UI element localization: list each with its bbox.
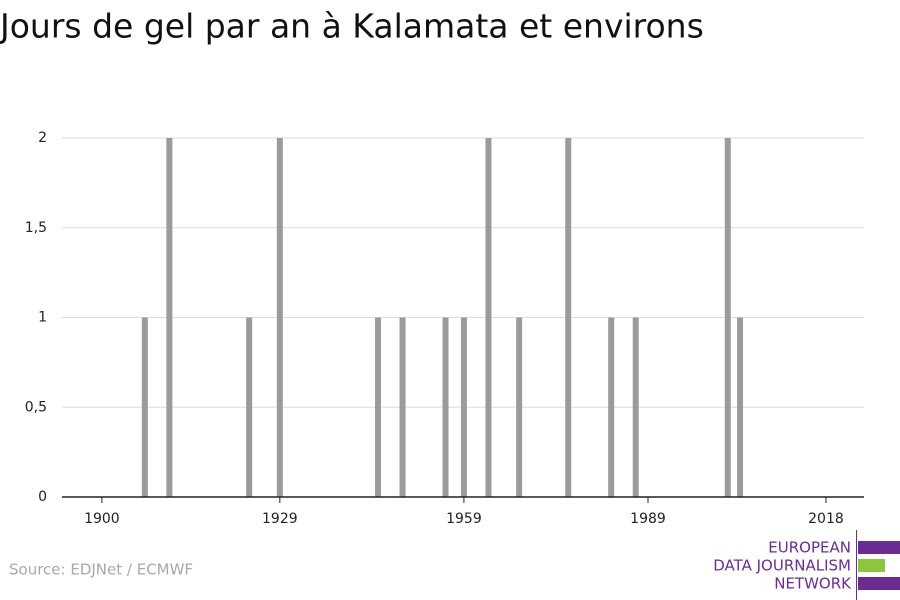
bar bbox=[516, 317, 523, 497]
y-tick-label: 1,5 bbox=[25, 220, 47, 236]
y-tick-label: 1 bbox=[38, 310, 47, 326]
bar bbox=[485, 138, 492, 497]
logo-text: NETWORK bbox=[774, 575, 852, 593]
bar bbox=[442, 317, 449, 497]
x-tick-label: 1989 bbox=[630, 511, 666, 527]
bar bbox=[375, 317, 382, 497]
y-tick-label: 2 bbox=[38, 130, 47, 146]
bar bbox=[724, 138, 731, 497]
x-tick-label: 2018 bbox=[808, 511, 844, 527]
bar bbox=[399, 317, 406, 497]
y-tick-label: 0 bbox=[38, 489, 47, 505]
logo: EUROPEAN DATA JOURNALISM NETWORK bbox=[713, 530, 900, 600]
logo-bar bbox=[858, 577, 900, 590]
x-tick-label: 1959 bbox=[446, 511, 482, 527]
bar bbox=[460, 317, 467, 497]
bar bbox=[246, 317, 253, 497]
logo-text: DATA JOURNALISM bbox=[713, 557, 851, 575]
bar bbox=[737, 317, 744, 497]
bar bbox=[565, 138, 572, 497]
bar bbox=[632, 317, 639, 497]
x-tick-label: 1900 bbox=[84, 511, 120, 527]
source: Source: EDJNet / ECMWF bbox=[9, 561, 193, 579]
x-tick-label: 1929 bbox=[262, 511, 298, 527]
y-tick-label: 0,5 bbox=[25, 399, 47, 415]
logo-text: EUROPEAN bbox=[768, 539, 851, 557]
chart-title: Jours de gel par an à Kalamata et enviro… bbox=[0, 7, 704, 46]
logo-bar bbox=[858, 541, 900, 554]
bar bbox=[166, 138, 173, 497]
bar bbox=[141, 317, 148, 497]
bar bbox=[608, 317, 615, 497]
logo-bar bbox=[858, 559, 885, 572]
bar bbox=[276, 138, 283, 497]
